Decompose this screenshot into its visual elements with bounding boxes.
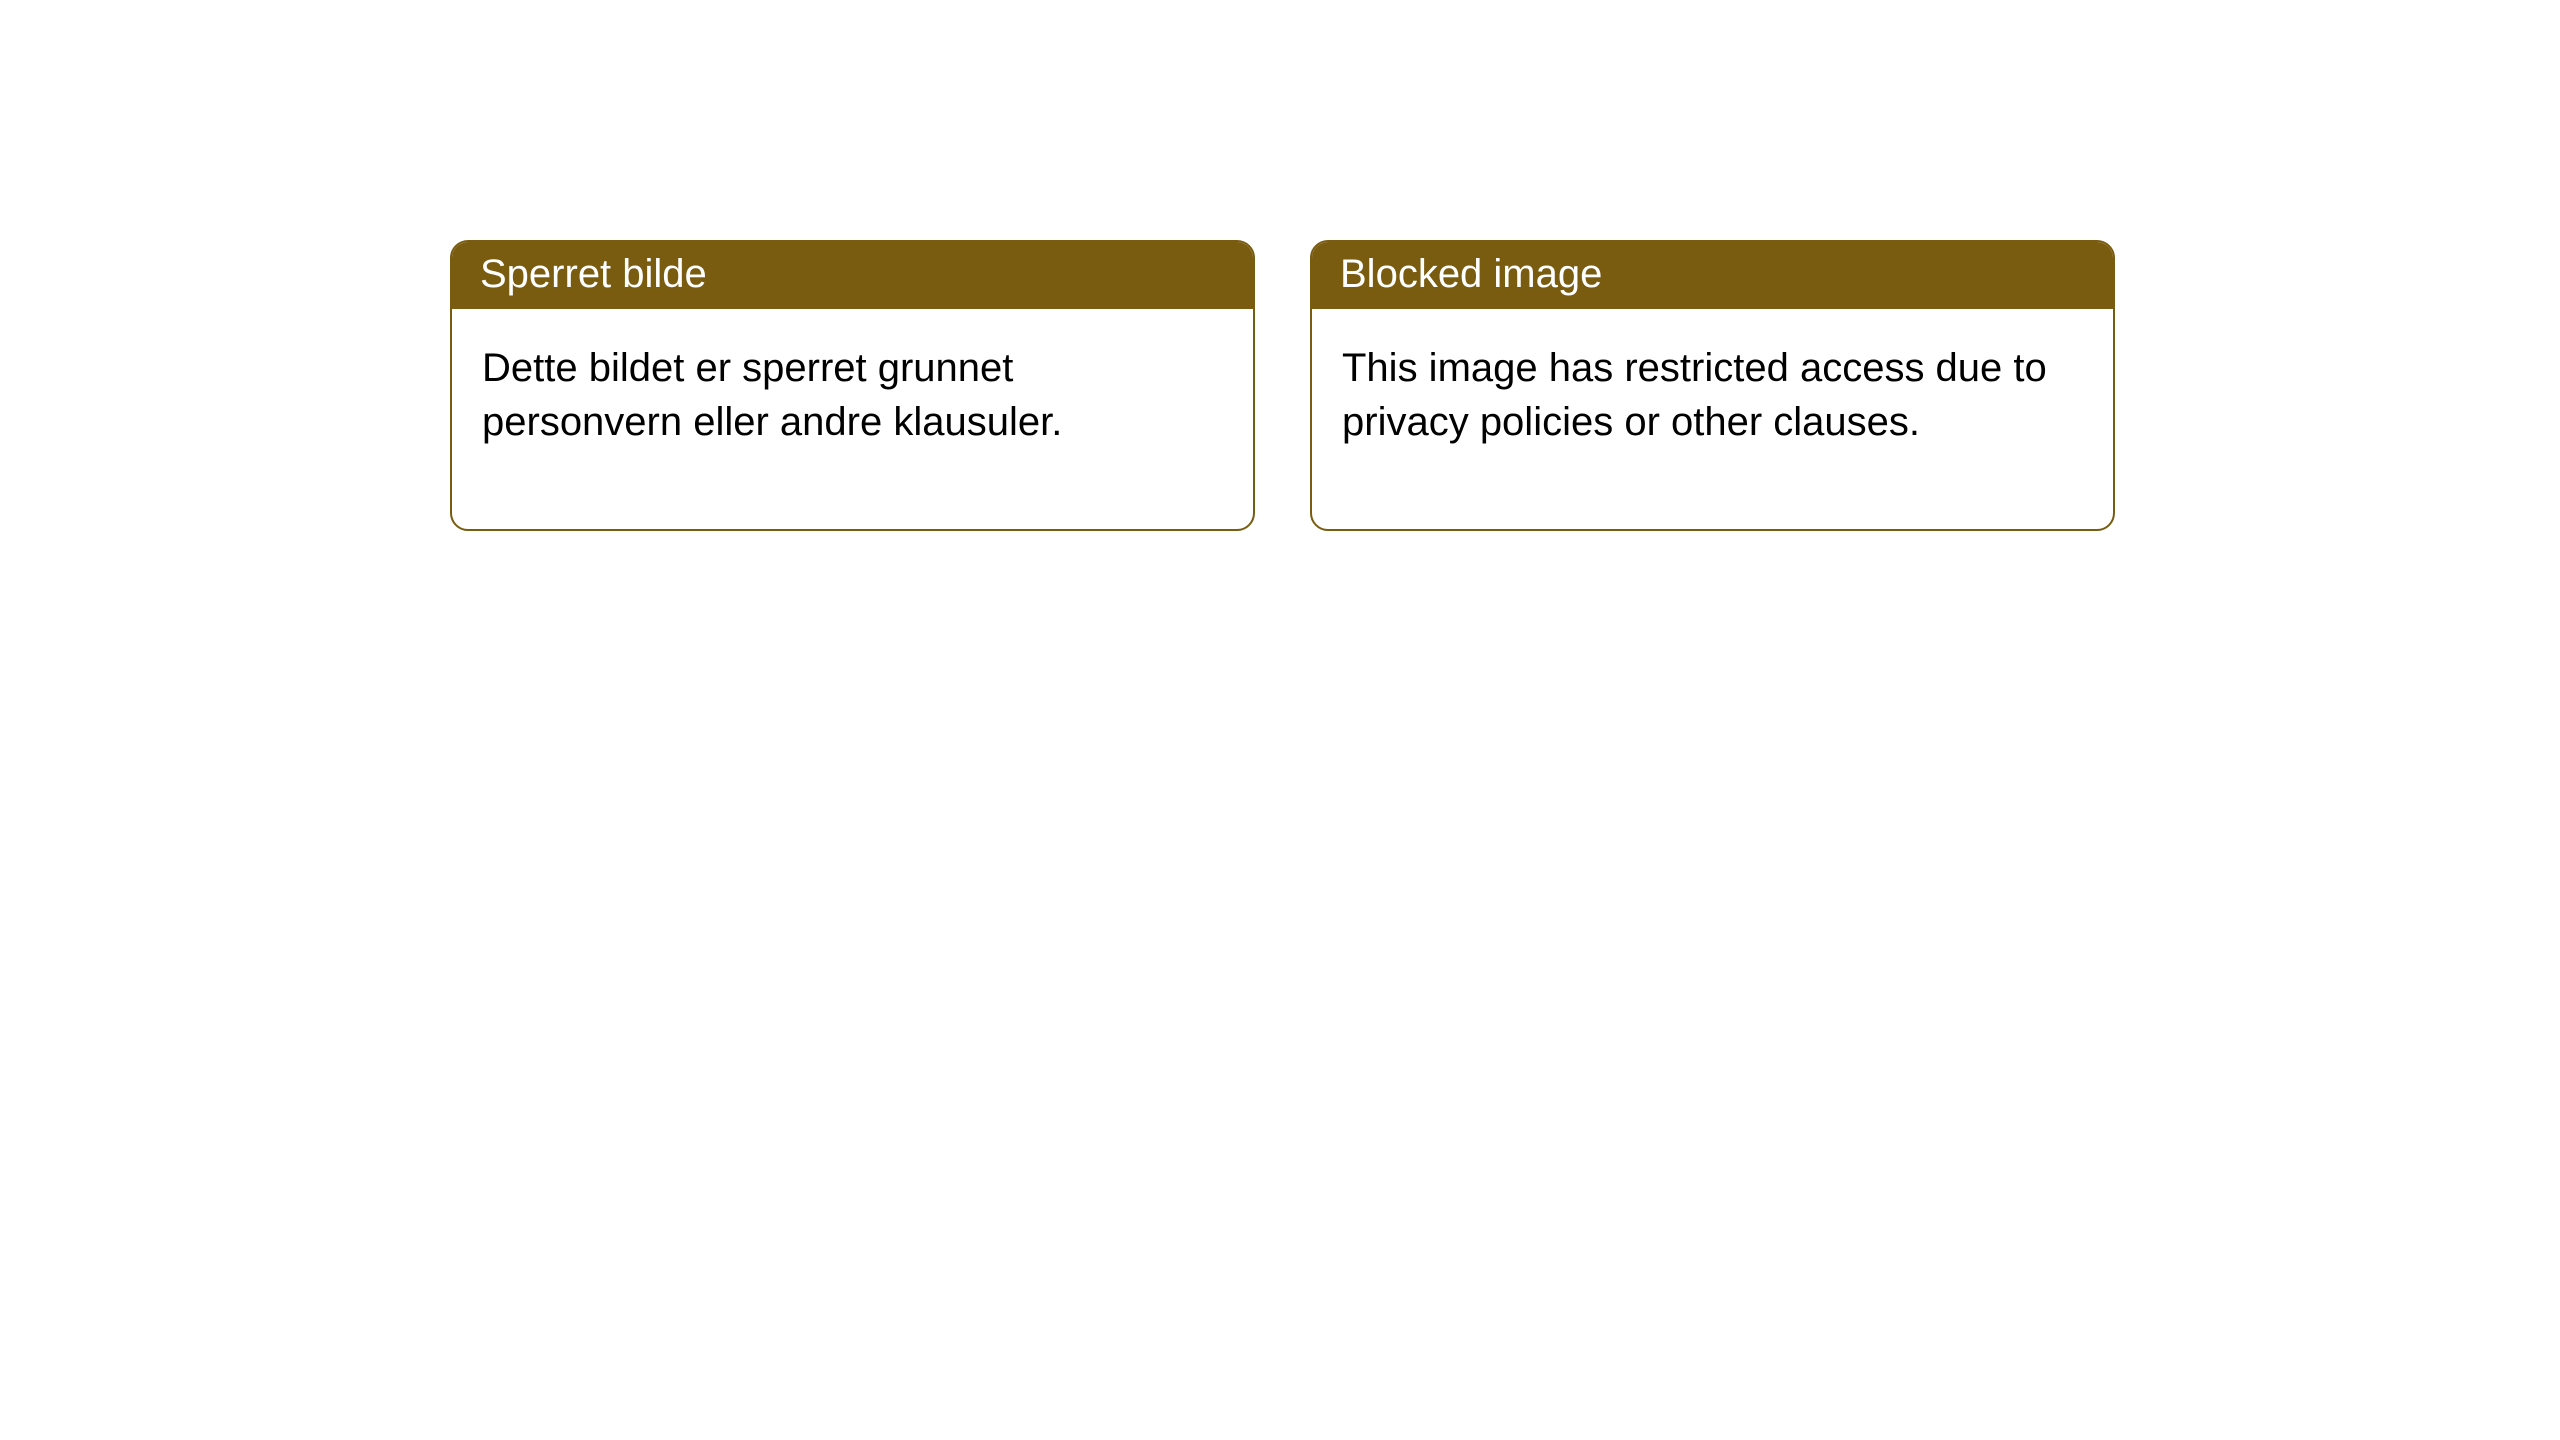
card-body-en: This image has restricted access due to … — [1312, 309, 2113, 529]
blocked-image-card-en: Blocked image This image has restricted … — [1310, 240, 2115, 531]
blocked-image-card-no: Sperret bilde Dette bildet er sperret gr… — [450, 240, 1255, 531]
notice-container: Sperret bilde Dette bildet er sperret gr… — [0, 0, 2560, 531]
card-header-en: Blocked image — [1312, 242, 2113, 309]
card-header-no: Sperret bilde — [452, 242, 1253, 309]
card-body-no: Dette bildet er sperret grunnet personve… — [452, 309, 1253, 529]
